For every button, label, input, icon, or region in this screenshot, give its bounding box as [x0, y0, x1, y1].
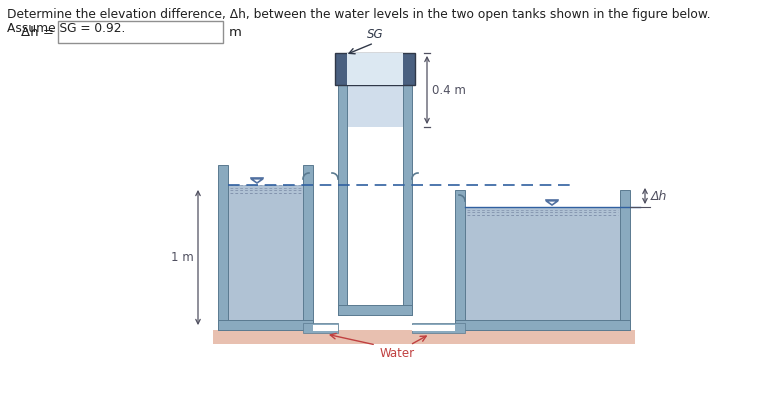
Bar	[347, 53, 403, 85]
Bar	[218, 320, 313, 330]
Bar	[335, 53, 415, 85]
Bar	[455, 190, 465, 330]
Bar	[338, 305, 412, 315]
Text: 1 m: 1 m	[171, 251, 194, 264]
Bar	[347, 85, 403, 127]
Bar	[403, 75, 412, 315]
Bar	[412, 323, 465, 333]
Text: Assume SG = 0.92.: Assume SG = 0.92.	[7, 22, 125, 35]
Bar	[338, 75, 347, 315]
Text: Δh =: Δh =	[21, 26, 54, 38]
Bar	[218, 165, 228, 330]
Bar	[303, 165, 313, 330]
Text: Determine the elevation difference, Δh, between the water levels in the two open: Determine the elevation difference, Δh, …	[7, 8, 711, 21]
Bar	[455, 320, 630, 330]
Bar	[347, 127, 403, 315]
Bar	[303, 323, 338, 333]
Bar	[58, 21, 223, 43]
Text: Water: Water	[380, 347, 415, 360]
Text: Δh: Δh	[651, 190, 668, 202]
Text: m: m	[229, 26, 242, 38]
Bar	[465, 207, 620, 330]
Bar	[228, 185, 303, 330]
Bar	[313, 325, 338, 331]
Bar	[412, 325, 455, 331]
Text: SG: SG	[367, 28, 384, 41]
Bar	[213, 330, 635, 344]
Bar	[620, 190, 630, 330]
Text: 0.4 m: 0.4 m	[432, 83, 466, 96]
